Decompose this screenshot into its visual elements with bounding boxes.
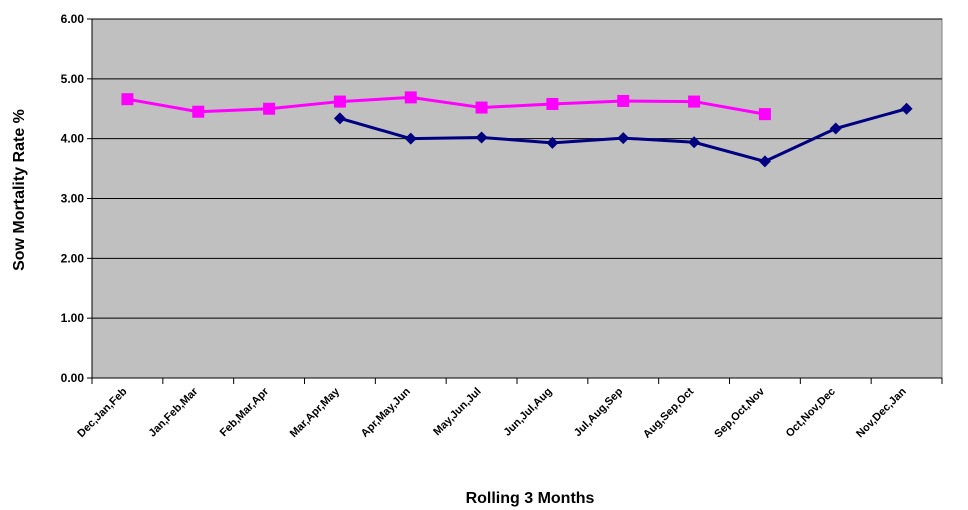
data-point bbox=[121, 93, 134, 106]
x-tick-label: Jul,Aug,Sep bbox=[572, 385, 626, 439]
series-layer bbox=[121, 91, 913, 168]
data-point bbox=[192, 105, 205, 118]
x-tick-label: May,Jun,Jul bbox=[431, 386, 483, 438]
data-point bbox=[333, 95, 346, 108]
data-point bbox=[900, 102, 913, 115]
data-point bbox=[546, 97, 559, 110]
data-point bbox=[404, 132, 417, 145]
x-axis: Dec,Jan,Feb Jan,Feb,Mar Feb,Mar,Apr Mar,Apr… bbox=[75, 377, 943, 441]
data-point bbox=[475, 101, 488, 114]
x-tick-label: Aug,Sep,Oct bbox=[641, 385, 696, 440]
y-tick-label: 6.00 bbox=[61, 12, 85, 26]
y-axis-title: Sow Mortality Rate % bbox=[11, 109, 28, 271]
series-2 bbox=[333, 102, 913, 168]
x-tick-label: Oct,Nov,Dec bbox=[784, 386, 838, 440]
data-point bbox=[688, 95, 701, 108]
data-point bbox=[404, 91, 417, 104]
x-tick-label: Nov,Dec,Jan bbox=[854, 385, 909, 440]
x-tick-label: Apr,May,Jun bbox=[359, 385, 413, 439]
y-tick-label: 4.00 bbox=[61, 132, 85, 146]
x-axis-title: Rolling 3 Months bbox=[466, 490, 595, 507]
data-point bbox=[546, 136, 559, 149]
y-tick-label: 0.00 bbox=[61, 371, 85, 385]
data-point bbox=[475, 131, 488, 144]
y-axis: 0.00 1.00 2.00 3.00 4.00 5.00 6.00 bbox=[61, 12, 93, 385]
series-line bbox=[127, 95, 766, 116]
data-point bbox=[617, 132, 630, 145]
y-tick-label: 2.00 bbox=[61, 251, 85, 265]
data-point bbox=[758, 108, 771, 121]
data-point bbox=[829, 122, 842, 135]
series-1 bbox=[121, 91, 771, 121]
data-point bbox=[688, 136, 701, 149]
x-tick-label: Feb,Mar,Apr bbox=[218, 385, 272, 439]
data-point bbox=[617, 94, 630, 107]
x-tick-label: Mar,Apr,May bbox=[288, 385, 343, 440]
y-tick-label: 5.00 bbox=[61, 72, 85, 86]
data-point bbox=[333, 112, 346, 125]
x-tick-label: Jun,Jul,Aug bbox=[502, 386, 555, 439]
data-point bbox=[758, 155, 771, 168]
x-tick-label: Jan,Feb,Mar bbox=[146, 385, 200, 439]
y-tick-label: 1.00 bbox=[61, 311, 85, 325]
y-tick-label: 3.00 bbox=[61, 192, 85, 206]
x-tick-label: Dec,Jan,Feb bbox=[75, 385, 130, 440]
x-tick-label: Sep,Oct,Nov bbox=[712, 385, 767, 440]
data-point bbox=[263, 102, 276, 115]
